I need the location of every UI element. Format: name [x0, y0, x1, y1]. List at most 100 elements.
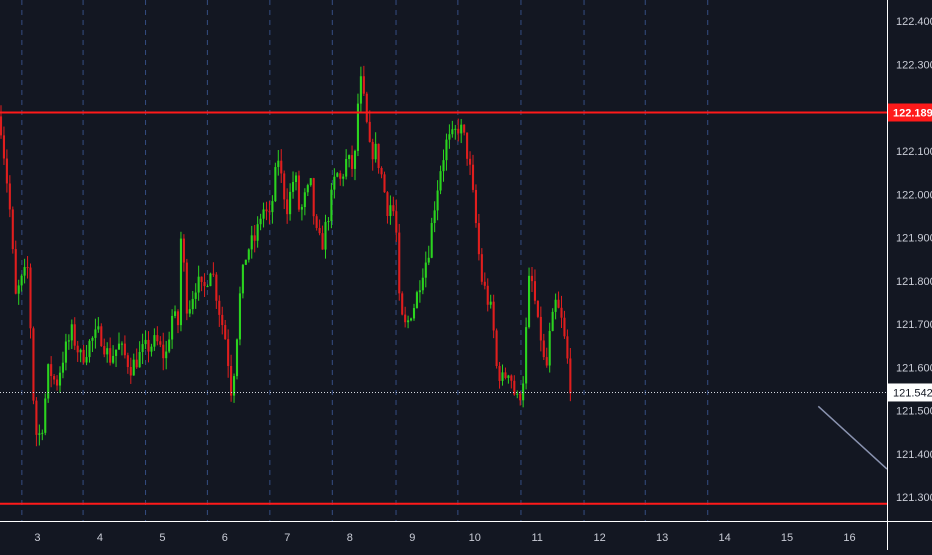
- candle-body: [389, 205, 392, 217]
- resistance-price-label: 122.189: [893, 108, 932, 120]
- candle-body: [451, 129, 454, 135]
- x-tick-label: 5: [159, 532, 165, 544]
- candle-body: [250, 235, 253, 250]
- candle-body: [430, 223, 433, 258]
- candle-body: [569, 358, 572, 394]
- candle-body: [469, 158, 472, 165]
- candle-body: [359, 76, 362, 104]
- candle-body: [20, 275, 23, 286]
- y-tick-label: 121.500: [896, 406, 932, 418]
- candle-body: [339, 173, 342, 179]
- candle-body: [14, 249, 17, 294]
- candle-body: [256, 224, 259, 241]
- x-tick-label: 13: [656, 532, 668, 544]
- candle-body: [333, 176, 336, 190]
- candle-body: [466, 132, 469, 159]
- candle-body: [306, 185, 309, 193]
- candle-body: [383, 174, 386, 193]
- candle-body: [38, 433, 41, 435]
- x-tick-label: 11: [531, 532, 542, 544]
- candle-body: [412, 308, 416, 319]
- candle-body: [212, 273, 215, 275]
- x-tick-label: 16: [843, 532, 855, 544]
- candle-body: [415, 292, 418, 309]
- candle-body: [368, 121, 371, 142]
- candle-body: [410, 318, 413, 321]
- candle-body: [283, 173, 286, 200]
- candle-body: [327, 221, 330, 223]
- candle-body: [5, 158, 8, 184]
- candle-body: [94, 329, 97, 338]
- candle-body: [448, 134, 451, 140]
- y-tick-label: 121.600: [896, 362, 932, 374]
- candle-body: [103, 346, 106, 355]
- candle-body: [206, 286, 209, 288]
- candle-body: [156, 335, 159, 342]
- x-tick-label: 4: [97, 532, 103, 544]
- x-tick-label: 12: [594, 532, 606, 544]
- candle-body: [253, 235, 256, 241]
- y-tick-label: 121.900: [896, 233, 932, 245]
- candle-body: [324, 221, 327, 250]
- candle-body: [315, 216, 318, 228]
- candle-body: [536, 300, 539, 317]
- candle-body: [445, 139, 448, 161]
- candle-body: [247, 249, 250, 260]
- candle-body: [141, 344, 144, 352]
- candle-body: [97, 326, 100, 330]
- candle-body: [123, 343, 126, 356]
- candle-body: [271, 201, 274, 213]
- x-tick-label: 7: [284, 532, 290, 544]
- candle-body: [486, 285, 489, 305]
- last-price-tag: [888, 383, 932, 402]
- candle-body: [404, 314, 407, 323]
- projection-trend-line[interactable]: [817, 405, 888, 470]
- candle-body: [436, 190, 439, 211]
- candle-body: [528, 275, 531, 328]
- candle-body: [457, 128, 460, 134]
- candle-body: [353, 150, 357, 169]
- candle-body: [132, 359, 135, 376]
- candle-body: [221, 314, 224, 326]
- candle-body: [88, 340, 91, 358]
- candle-body: [377, 143, 380, 168]
- candle-body: [8, 183, 11, 210]
- candle-body: [501, 372, 504, 381]
- candle-body: [498, 366, 501, 381]
- candle-body: [525, 327, 528, 384]
- candle-body: [480, 254, 483, 282]
- candle-body: [197, 276, 200, 293]
- candle-body: [35, 400, 38, 435]
- candle-body: [539, 316, 542, 341]
- candle-body: [126, 355, 129, 368]
- candle-body: [138, 351, 141, 368]
- resistance-price-tag: [888, 103, 932, 122]
- candle-body: [292, 182, 295, 192]
- candle-body: [200, 276, 203, 282]
- candle-body: [191, 298, 194, 310]
- y-tick-label: 122.000: [896, 189, 932, 201]
- candle-body: [11, 209, 14, 250]
- candle-body: [47, 364, 50, 399]
- candle-body: [392, 205, 395, 212]
- candle-body: [26, 267, 29, 269]
- candle-body: [471, 164, 475, 190]
- candle-body: [2, 135, 5, 159]
- candle-body: [489, 301, 492, 305]
- candle-body: [115, 349, 118, 356]
- candle-body: [516, 393, 519, 395]
- candle-body: [303, 192, 306, 208]
- candle-body: [67, 340, 70, 342]
- y-tick-label: 122.100: [896, 146, 932, 158]
- candle-body: [109, 348, 112, 363]
- candle-body: [185, 262, 188, 314]
- x-tick-label: 10: [469, 532, 481, 544]
- candle-body: [300, 207, 303, 210]
- candle-body: [321, 233, 324, 250]
- candle-body: [477, 223, 480, 255]
- candle-body: [557, 299, 560, 308]
- candle-body: [492, 301, 495, 331]
- candle-body: [513, 380, 516, 395]
